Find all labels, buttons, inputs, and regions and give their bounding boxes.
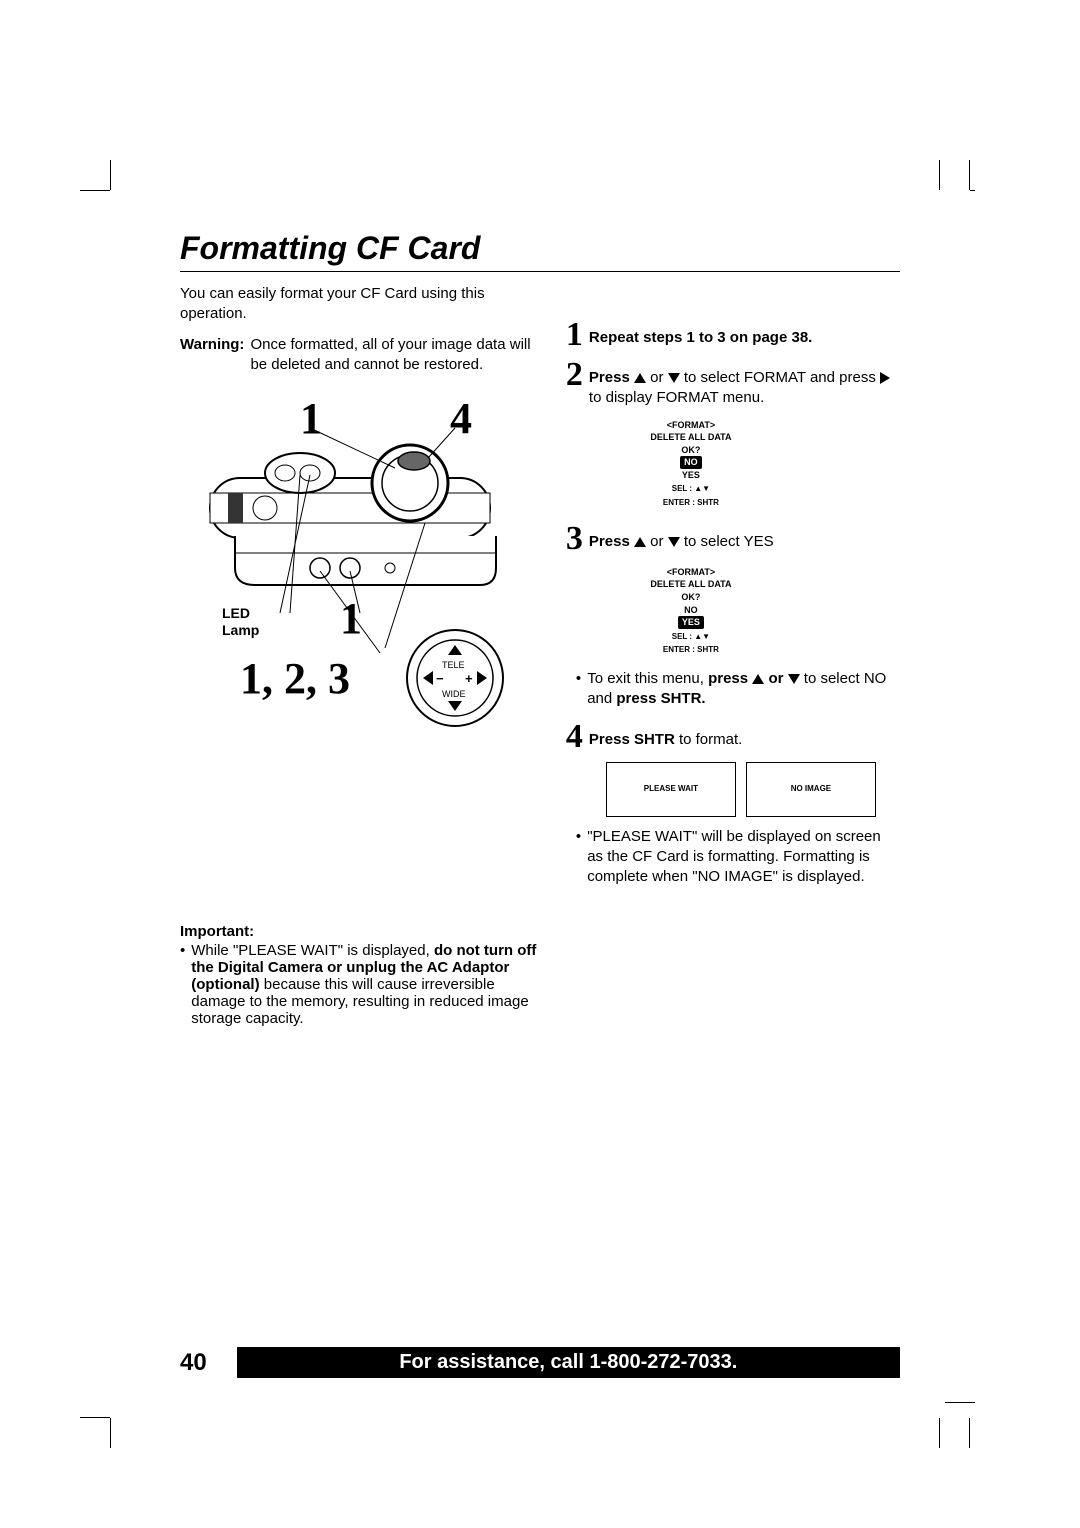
up-arrow-icon — [634, 537, 646, 547]
warning-block: Warning: Once formatted, all of your ima… — [180, 335, 542, 376]
diagram-callout-1b: 1 — [340, 594, 362, 643]
tele-label: TELE — [442, 660, 465, 670]
important-block: Important: • While "PLEASE WAIT" is disp… — [180, 923, 540, 1027]
step-4: 4 Press SHTR to format. — [566, 720, 900, 754]
step-3-text: Press or to select YES — [589, 522, 774, 552]
diagram-callout-4: 4 — [450, 394, 472, 443]
exit-instruction: • To exit this menu, press or to select … — [576, 669, 900, 710]
up-arrow-icon — [752, 674, 764, 684]
no-image-box: NO IMAGE — [746, 762, 876, 817]
up-arrow-icon — [634, 373, 646, 383]
diagram-callout-1: 1 — [300, 394, 322, 443]
device-diagram: 1 4 LED Lamp 1 1, 2, 3 TELE − + — [180, 393, 520, 743]
status-boxes: PLEASE WAIT NO IMAGE — [606, 762, 900, 817]
step-3-number: 3 — [566, 522, 583, 556]
step-1-number: 1 — [566, 318, 583, 352]
format-menu-2: <FORMAT> DELETE ALL DATA OK? NO YES SEL … — [606, 562, 776, 659]
svg-text:−: − — [436, 671, 444, 686]
menu1-no-selected: NO — [680, 456, 702, 469]
important-text: While "PLEASE WAIT" is displayed, do not… — [191, 942, 540, 1027]
svg-text:Lamp: Lamp — [222, 622, 259, 638]
diagram-callout-123: 1, 2, 3 — [240, 654, 350, 703]
svg-text:+: + — [465, 671, 473, 686]
assistance-bar: For assistance, call 1-800-272-7033. — [237, 1347, 900, 1378]
step-1-text: Repeat steps 1 to 3 on page 38. — [589, 329, 812, 346]
right-arrow-icon — [880, 372, 890, 384]
step-4-number: 4 — [566, 720, 583, 754]
page-title: Formatting CF Card — [180, 230, 900, 272]
warning-text: Once formatted, all of your image data w… — [250, 335, 541, 376]
step-2-number: 2 — [566, 358, 583, 392]
wait-note: • "PLEASE WAIT" will be displayed on scr… — [576, 827, 900, 888]
warning-label: Warning: — [180, 335, 250, 376]
format-menu-1: <FORMAT> DELETE ALL DATA OK? NO YES SEL … — [606, 415, 776, 512]
down-arrow-icon — [668, 537, 680, 547]
please-wait-box: PLEASE WAIT — [606, 762, 736, 817]
page-number: 40 — [180, 1349, 207, 1377]
led-lamp-label: LED — [222, 605, 250, 621]
step-4-text: Press SHTR to format. — [589, 720, 742, 750]
intro-text: You can easily format your CF Card using… — [180, 284, 542, 325]
step-3: 3 Press or to select YES — [566, 522, 900, 556]
menu2-yes-selected: YES — [678, 616, 704, 629]
down-arrow-icon — [788, 674, 800, 684]
important-heading: Important: — [180, 923, 540, 940]
step-2-text: Press or to select FORMAT and press to d… — [589, 358, 900, 409]
step-2: 2 Press or to select FORMAT and press to… — [566, 358, 900, 409]
wide-label: WIDE — [442, 689, 466, 699]
step-1: 1 Repeat steps 1 to 3 on page 38. — [566, 318, 900, 352]
down-arrow-icon — [668, 373, 680, 383]
